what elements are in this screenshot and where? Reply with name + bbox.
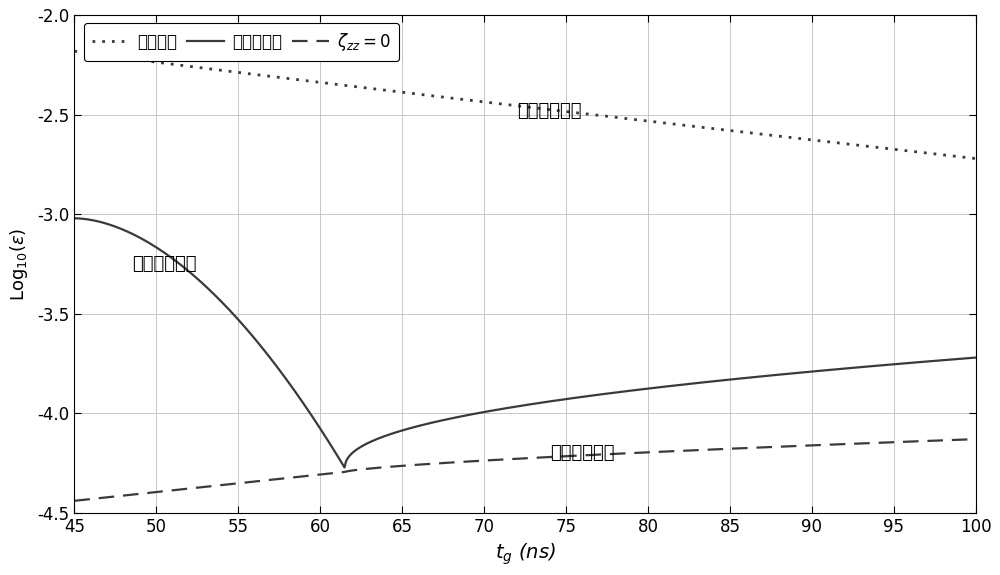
$\zeta_{zz} = 0$ — [68, 497, 80, 504]
常用方案 — [943, 152, 955, 159]
Line: 本发明方案: 本发明方案 — [74, 218, 976, 467]
Text: 第三变化特性: 第三变化特性 — [550, 444, 614, 462]
常用方案 — [68, 48, 80, 55]
$\zeta_{zz} = 0$ — [507, 455, 519, 462]
$\zeta_{zz} = 0$ — [114, 492, 126, 499]
本发明方案 — [944, 356, 956, 363]
本发明方案 — [339, 464, 351, 471]
Legend: 常用方案, 本发明方案, $\zeta_{zz} = 0$: 常用方案, 本发明方案, $\zeta_{zz} = 0$ — [84, 23, 399, 62]
$\zeta_{zz} = 0$ — [483, 457, 495, 464]
本发明方案 — [483, 408, 495, 415]
常用方案 — [778, 133, 790, 140]
本发明方案 — [114, 225, 126, 232]
Text: 第二变化特性: 第二变化特性 — [132, 255, 196, 273]
本发明方案 — [507, 404, 519, 411]
$\zeta_{zz} = 0$ — [943, 436, 955, 443]
本发明方案 — [68, 215, 80, 222]
Text: 第一变化特性: 第一变化特性 — [517, 102, 581, 120]
常用方案 — [970, 155, 982, 162]
常用方案 — [507, 102, 519, 109]
本发明方案 — [779, 371, 791, 378]
本发明方案 — [944, 356, 956, 363]
常用方案 — [483, 99, 495, 106]
常用方案 — [944, 152, 956, 159]
Line: 常用方案: 常用方案 — [74, 51, 976, 159]
Line: $\zeta_{zz} = 0$: $\zeta_{zz} = 0$ — [74, 439, 976, 501]
$\zeta_{zz} = 0$ — [944, 436, 956, 443]
本发明方案 — [970, 354, 982, 361]
常用方案 — [114, 54, 126, 61]
X-axis label: $t_g$ (ns): $t_g$ (ns) — [495, 541, 556, 567]
Y-axis label: Log$_{10}$($\varepsilon$): Log$_{10}$($\varepsilon$) — [8, 227, 30, 301]
$\zeta_{zz} = 0$ — [970, 436, 982, 443]
$\zeta_{zz} = 0$ — [778, 443, 790, 450]
